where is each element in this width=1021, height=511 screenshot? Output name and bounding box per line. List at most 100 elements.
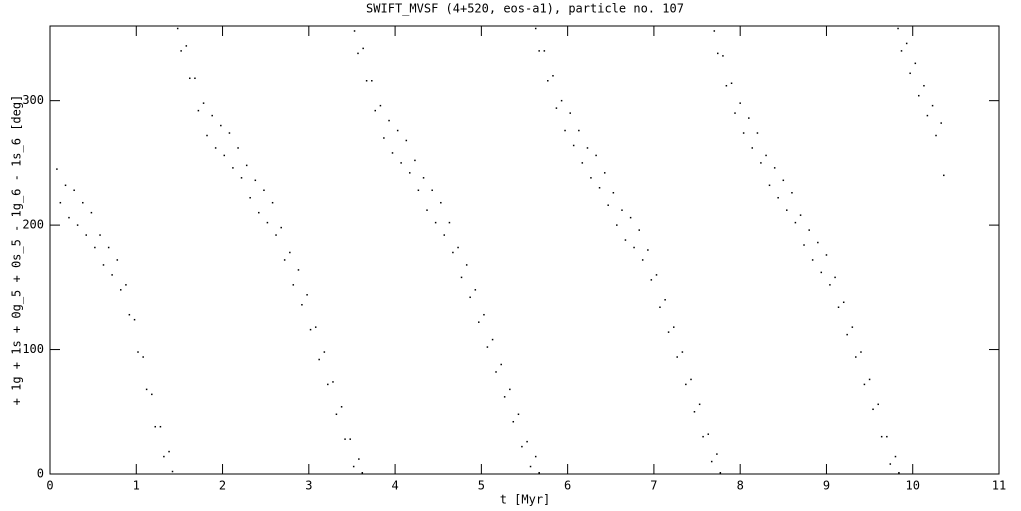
point bbox=[834, 276, 836, 279]
point bbox=[598, 187, 601, 189]
point bbox=[572, 144, 575, 147]
point bbox=[254, 179, 257, 182]
y-tick-label: 200 bbox=[22, 218, 44, 232]
point bbox=[119, 289, 122, 291]
point bbox=[786, 209, 788, 211]
point bbox=[898, 472, 900, 474]
point bbox=[82, 201, 84, 204]
point bbox=[702, 435, 704, 438]
point bbox=[405, 139, 408, 142]
point bbox=[301, 304, 303, 306]
point bbox=[629, 216, 632, 219]
point bbox=[586, 147, 589, 149]
point bbox=[676, 356, 678, 358]
point bbox=[202, 102, 205, 104]
point bbox=[465, 264, 468, 266]
point bbox=[935, 134, 937, 137]
point bbox=[353, 30, 356, 32]
point bbox=[151, 393, 153, 396]
point bbox=[633, 246, 635, 249]
point bbox=[641, 259, 644, 261]
point bbox=[289, 251, 291, 254]
point bbox=[685, 383, 687, 386]
point bbox=[534, 455, 537, 458]
point bbox=[722, 55, 724, 57]
point bbox=[777, 196, 779, 199]
point bbox=[909, 72, 911, 75]
point bbox=[612, 192, 615, 194]
point bbox=[914, 62, 917, 65]
x-tick-label: 5 bbox=[478, 479, 485, 493]
point bbox=[388, 119, 390, 122]
point bbox=[180, 50, 182, 52]
point bbox=[765, 154, 767, 157]
point bbox=[855, 356, 857, 358]
point bbox=[102, 264, 105, 266]
point bbox=[872, 408, 874, 411]
plot-frame bbox=[49, 25, 1000, 475]
point bbox=[673, 326, 675, 328]
point bbox=[379, 104, 382, 107]
point bbox=[245, 164, 248, 167]
point bbox=[491, 338, 494, 341]
point bbox=[258, 211, 260, 214]
point bbox=[595, 154, 597, 157]
point bbox=[168, 450, 170, 453]
point bbox=[905, 42, 908, 45]
point bbox=[460, 276, 463, 279]
point bbox=[719, 472, 722, 474]
point bbox=[318, 358, 320, 361]
point bbox=[220, 124, 222, 127]
point bbox=[517, 413, 520, 416]
point bbox=[314, 326, 317, 328]
point bbox=[698, 403, 701, 406]
point bbox=[171, 470, 174, 473]
point bbox=[56, 168, 58, 170]
point bbox=[624, 239, 627, 241]
point bbox=[621, 209, 623, 211]
point bbox=[237, 147, 239, 149]
point bbox=[547, 80, 549, 82]
point bbox=[829, 284, 831, 286]
point bbox=[263, 189, 265, 192]
point bbox=[569, 112, 571, 114]
point bbox=[332, 381, 334, 383]
point bbox=[400, 162, 402, 164]
point bbox=[349, 438, 351, 440]
point bbox=[159, 425, 162, 428]
point bbox=[717, 52, 719, 55]
point bbox=[713, 30, 716, 32]
point bbox=[863, 383, 866, 386]
point bbox=[495, 371, 497, 373]
point bbox=[422, 177, 425, 179]
point bbox=[374, 109, 376, 112]
point bbox=[297, 269, 300, 271]
point bbox=[923, 84, 925, 87]
point bbox=[249, 196, 251, 199]
point bbox=[650, 279, 653, 281]
point bbox=[440, 201, 442, 204]
point bbox=[125, 284, 127, 286]
point bbox=[283, 259, 286, 261]
point bbox=[918, 94, 920, 97]
point bbox=[414, 159, 416, 162]
point bbox=[768, 184, 771, 187]
point bbox=[808, 229, 810, 231]
point bbox=[357, 52, 359, 55]
point bbox=[897, 27, 899, 30]
point bbox=[773, 167, 776, 169]
point bbox=[512, 420, 515, 423]
point bbox=[358, 458, 360, 460]
point bbox=[782, 179, 785, 182]
point bbox=[133, 318, 136, 321]
point bbox=[799, 214, 802, 216]
point bbox=[655, 274, 658, 276]
point bbox=[76, 224, 79, 226]
chart-title: SWIFT_MVSF (4+520, eos-a1), particle no.… bbox=[366, 2, 684, 16]
point bbox=[73, 189, 75, 192]
point bbox=[552, 75, 554, 77]
point bbox=[894, 455, 897, 458]
point bbox=[889, 463, 892, 465]
point bbox=[59, 201, 62, 204]
point bbox=[448, 221, 451, 224]
